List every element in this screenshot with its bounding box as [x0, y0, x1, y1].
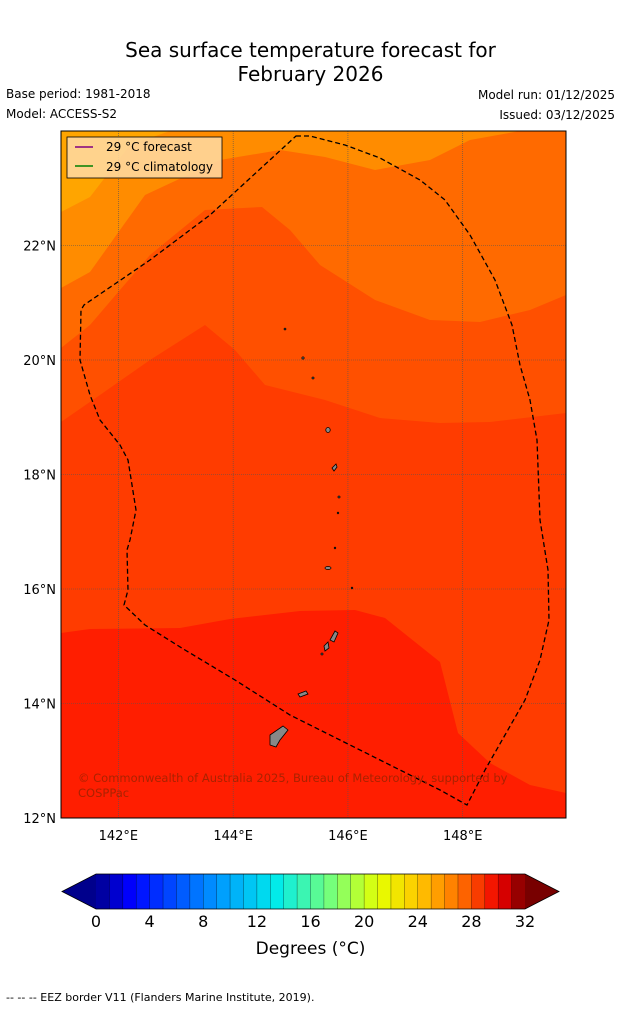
island-aguijan	[320, 652, 324, 656]
sst-map: 29 °C forecast 29 °C climatology © Commo…	[23, 130, 567, 931]
colorbar-segment	[337, 874, 352, 909]
island-maug	[301, 356, 305, 360]
lon-axis-labels: 142°E 144°E 146°E 148°E	[99, 829, 483, 844]
colorbar-segment	[163, 874, 177, 909]
colorbar-segment	[216, 874, 231, 909]
eez-border	[79, 135, 550, 806]
colorbar-segment	[471, 874, 486, 909]
island-asuncion	[311, 376, 315, 380]
islands	[269, 327, 354, 748]
island-sarigan	[333, 546, 337, 550]
copyright-wrapper: © Commonwealth of Australia 2025, Bureau…	[78, 771, 508, 800]
title-line-2: February 2026	[237, 62, 384, 86]
colorbar-segment	[270, 874, 285, 909]
colorbar-segment	[444, 874, 459, 909]
island-farallon-de-medinilla	[350, 586, 354, 590]
copyright-notice: © Commonwealth of Australia 2025, Bureau…	[78, 771, 508, 800]
colorbar-segment	[230, 874, 244, 909]
lat-label-22: 22°N	[23, 240, 56, 255]
colorbar-segment	[243, 874, 258, 909]
colorbar-outline	[61, 873, 560, 910]
colorbar-segment	[136, 874, 151, 909]
legend-forecast-label: 29 °C forecast	[106, 140, 192, 154]
lat-label-18: 18°N	[23, 469, 56, 484]
lat-label-14: 14°N	[23, 698, 56, 713]
colorbar-segment	[323, 874, 338, 909]
chart-title: Sea surface temperature forecast for Feb…	[0, 38, 621, 86]
colorbar-tick-32: 32	[515, 912, 535, 931]
colorbar-segment	[149, 874, 164, 909]
colorbar	[61, 873, 560, 910]
island-rota	[297, 690, 309, 698]
colorbar-segment	[417, 874, 432, 909]
colorbar-segment	[203, 874, 218, 909]
island-guguan	[336, 511, 340, 515]
model-name: Model: ACCESS-S2	[6, 107, 118, 121]
island-tinian	[323, 641, 330, 652]
lat-label-20: 20°N	[23, 354, 56, 369]
colorbar-segment	[364, 874, 378, 909]
lat-label-12: 12°N	[23, 812, 56, 827]
colorbar-segment	[404, 874, 419, 909]
colorbar-segment	[511, 874, 526, 909]
colorbar-tick-0: 0	[91, 912, 101, 931]
colorbar-tick-4: 4	[145, 912, 155, 931]
colorbar-tick-20: 20	[354, 912, 374, 931]
colorbar-segment	[377, 874, 392, 909]
colorbar-segment	[96, 874, 110, 909]
island-guam	[269, 725, 289, 748]
colorbar-segment	[498, 874, 512, 909]
lon-label-142: 142°E	[99, 829, 139, 844]
band-29.5-30	[61, 610, 566, 818]
island-agrihan	[325, 427, 331, 433]
colorbar-min-extension	[62, 874, 96, 909]
lon-label-148: 148°E	[443, 829, 483, 844]
title-line-1: Sea surface temperature forecast for	[125, 38, 496, 62]
colorbar-max-extension	[525, 874, 559, 909]
colorbar-tick-24: 24	[408, 912, 428, 931]
issued-date: Issued: 03/12/2025	[499, 108, 615, 122]
colorbar-segment	[310, 874, 325, 909]
base-period: Base period: 1981-2018	[6, 87, 151, 101]
colorbar-tick-8: 8	[198, 912, 208, 931]
legend: 29 °C forecast 29 °C climatology	[66, 136, 223, 179]
legend-climatology-label: 29 °C climatology	[106, 160, 213, 174]
colorbar-tick-28: 28	[461, 912, 481, 931]
legend-box	[66, 136, 223, 179]
island-alamagan	[337, 495, 341, 499]
lat-label-16: 16°N	[23, 583, 56, 598]
colorbar-segment	[390, 874, 405, 909]
colorbar-segment	[109, 874, 124, 909]
colorbar-segment	[283, 874, 298, 909]
colorbar-segment	[122, 874, 137, 909]
lon-label-146: 146°E	[328, 829, 368, 844]
colorbar-segment	[256, 874, 271, 909]
colorbar-segment	[176, 874, 191, 909]
island-saipan	[329, 630, 339, 643]
colorbar-segment	[457, 874, 472, 909]
colorbar-segment	[297, 874, 311, 909]
island-anatahan	[324, 566, 332, 570]
colorbar-segment	[189, 874, 204, 909]
island-pagan	[331, 463, 338, 472]
colorbar-segment	[484, 874, 499, 909]
colorbar-segment	[350, 874, 365, 909]
lat-axis-labels: 22°N 20°N 18°N 16°N 14°N 12°N	[23, 240, 56, 828]
colorbar-label: Degrees (°C)	[255, 939, 366, 959]
colorbar-tick-labels: 0 4 8 12 16 20 24 28 32	[91, 912, 535, 931]
lon-label-144: 144°E	[213, 829, 253, 844]
gridlines	[61, 131, 566, 818]
colorbar-tick-16: 16	[300, 912, 320, 931]
map-frame	[60, 130, 567, 819]
colorbar-tick-12: 12	[247, 912, 267, 931]
eez-footnote: -- -- -- EEZ border V11 (Flanders Marine…	[6, 991, 315, 1004]
model-run: Model run: 01/12/2025	[477, 88, 615, 102]
island-farallon-de-pajaros	[283, 327, 287, 331]
colorbar-segment	[431, 874, 445, 909]
